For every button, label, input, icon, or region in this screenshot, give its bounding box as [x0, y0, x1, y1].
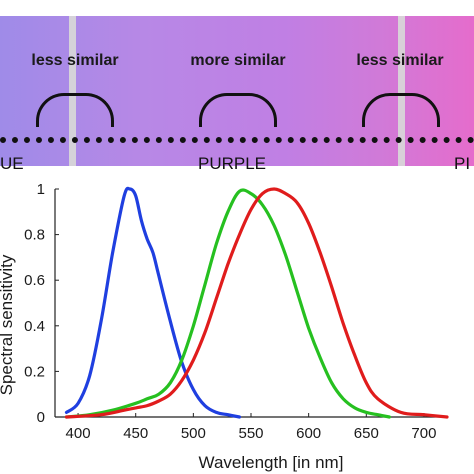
x-tick-label: 700 [411, 425, 436, 442]
right-bracket [362, 93, 440, 127]
right-boundary-marker [398, 16, 405, 166]
x-tick-label: 400 [66, 425, 91, 442]
x-tick-label: 450 [123, 425, 148, 442]
region-label-center: PURPLE [198, 154, 267, 173]
y-tick-label: 0.4 [24, 318, 45, 335]
dotted-baseline [0, 137, 474, 143]
x-tick-label: 650 [354, 425, 379, 442]
axes [54, 189, 447, 418]
left-similarity-label: less similar [31, 52, 119, 69]
spectral-sensitivity-chart: 400 450 500 550 600 650 700 0 0.2 0.4 0.6 0.8 1 Wave… [0, 181, 449, 472]
x-tick-label: 600 [296, 425, 321, 442]
region-label-left: UE [0, 154, 24, 173]
center-bracket [199, 93, 277, 127]
left-bracket [36, 93, 114, 127]
y-tick-label: 0.6 [24, 272, 45, 289]
y-tick-label: 0.2 [24, 363, 45, 380]
blue-sensitivity-curve [64, 186, 242, 419]
left-boundary-marker [69, 16, 76, 166]
red-sensitivity-curve [64, 187, 449, 419]
x-tick-label: 500 [181, 425, 206, 442]
green-sensitivity-curve [64, 188, 391, 419]
series-lines [64, 186, 449, 419]
color-similarity-band: less similar more similar less similar U… [0, 16, 474, 173]
y-axis-title: Spectral sensitivity [0, 254, 16, 395]
center-similarity-label: more similar [190, 52, 286, 69]
y-tick-label: 1 [37, 181, 45, 198]
ticks: 400 450 500 550 600 650 700 0 0.2 0.4 0.6 0.8 1 [24, 181, 436, 442]
x-axis-title: Wavelength [in nm] [199, 453, 344, 472]
y-tick-label: 0.8 [24, 227, 45, 244]
region-label-right: PI [454, 154, 471, 173]
y-tick-label: 0 [37, 409, 45, 426]
x-tick-label: 550 [238, 425, 263, 442]
right-similarity-label: less similar [356, 52, 444, 69]
